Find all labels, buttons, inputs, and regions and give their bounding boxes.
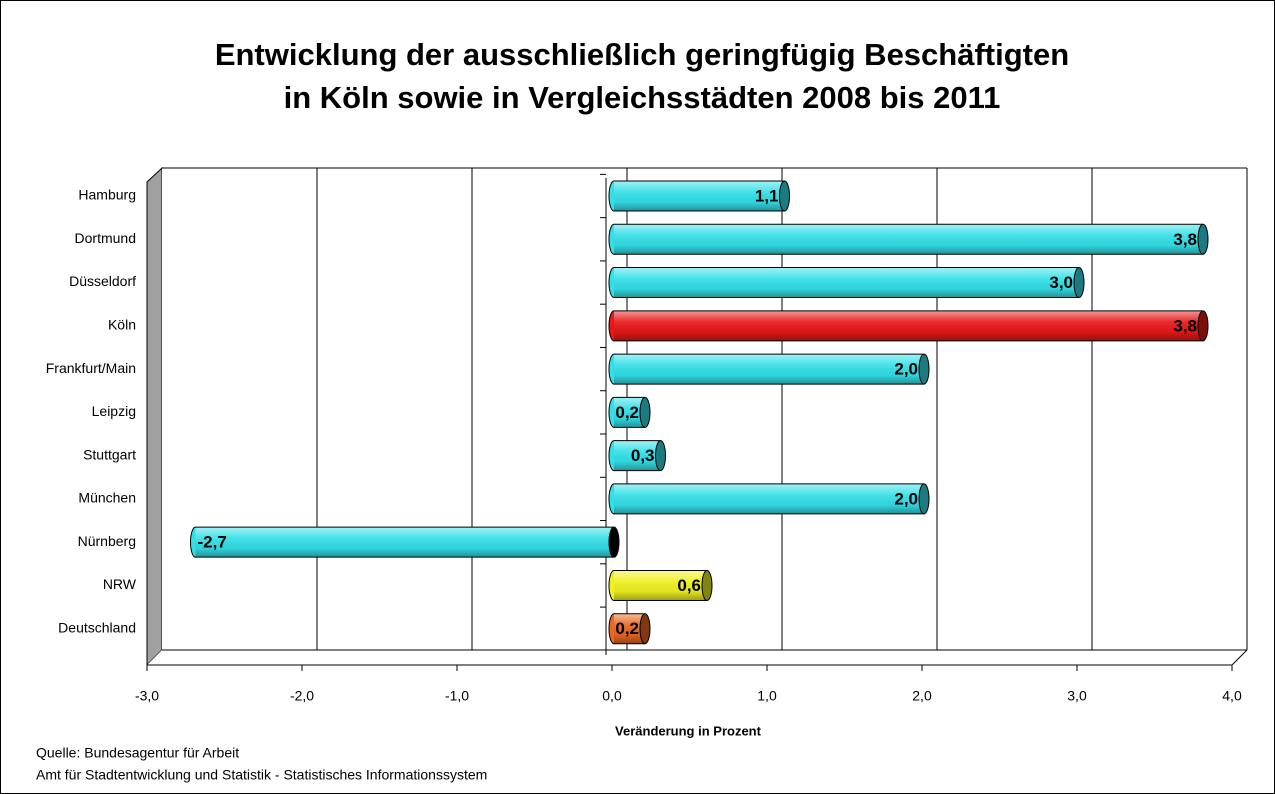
y-tick-label: Frankfurt/Main <box>46 360 136 376</box>
y-tick-label: Stuttgart <box>83 446 136 462</box>
x-axis-label: Veränderung in Prozent <box>615 723 762 738</box>
value-label: 0,3 <box>631 446 655 465</box>
y-tick-label: Deutschland <box>58 619 136 635</box>
bar-shade <box>614 570 707 601</box>
bar-cap <box>639 613 651 645</box>
value-label: 2,0 <box>894 360 918 379</box>
chart-title: Entwicklung der ausschließlich geringfüg… <box>215 37 1069 72</box>
x-tick-label: 3,0 <box>1067 688 1087 704</box>
y-tick-label: Nürnberg <box>78 533 136 549</box>
bar-shade <box>195 527 614 558</box>
floor-edge <box>1231 649 1248 666</box>
x-tick-label: 1,0 <box>757 688 777 704</box>
value-label: -2,7 <box>198 533 227 552</box>
x-tick-label: -2,0 <box>290 688 314 704</box>
value-label: 1,1 <box>755 186 779 205</box>
value-label: 3,8 <box>1173 230 1197 249</box>
bar-cap <box>1197 223 1209 255</box>
y-tick-label: Köln <box>108 317 136 333</box>
chart-title: in Köln sowie in Vergleichsstädten 2008 … <box>284 80 1001 115</box>
bar-shade <box>614 440 661 471</box>
bar-cap <box>1197 310 1209 342</box>
value-label: 0,2 <box>615 619 639 638</box>
bar-cap <box>639 396 651 428</box>
bar-shade <box>614 483 924 514</box>
x-tick-label: 2,0 <box>912 688 932 704</box>
bar-shade <box>614 354 924 385</box>
x-tick-label: 0,0 <box>602 688 622 704</box>
value-label: 2,0 <box>894 489 918 508</box>
y-tick-label: Hamburg <box>78 187 136 203</box>
source-note: Amt für Stadtentwicklung und Statistik -… <box>36 767 487 783</box>
value-label: 0,6 <box>677 576 701 595</box>
bar-cap <box>608 526 620 558</box>
x-tick-label: -3,0 <box>135 688 159 704</box>
bar-cap <box>779 180 790 212</box>
bar-cap <box>1073 267 1085 299</box>
bar-cap <box>701 569 713 601</box>
side-wall <box>146 166 163 667</box>
x-tick-label: -1,0 <box>445 688 469 704</box>
bar-shade <box>614 267 1079 298</box>
value-label: 3,0 <box>1049 273 1073 292</box>
x-tick-label: 4,0 <box>1222 688 1242 704</box>
y-tick-label: Leipzig <box>92 403 136 419</box>
y-tick-label: Dortmund <box>75 230 136 246</box>
source-note: Quelle: Bundesagentur für Arbeit <box>36 745 239 761</box>
bar-shade <box>614 310 1203 341</box>
value-label: 0,2 <box>615 403 639 422</box>
bar-shade <box>614 224 1203 255</box>
value-label: 3,8 <box>1173 316 1197 335</box>
y-tick-label: NRW <box>103 576 137 592</box>
bar-cap <box>918 483 930 515</box>
y-tick-label: Düsseldorf <box>69 273 136 289</box>
y-tick-label: München <box>78 490 136 506</box>
bar-cap <box>655 440 666 472</box>
bar-shade <box>614 181 785 211</box>
bar-cap <box>918 353 930 385</box>
